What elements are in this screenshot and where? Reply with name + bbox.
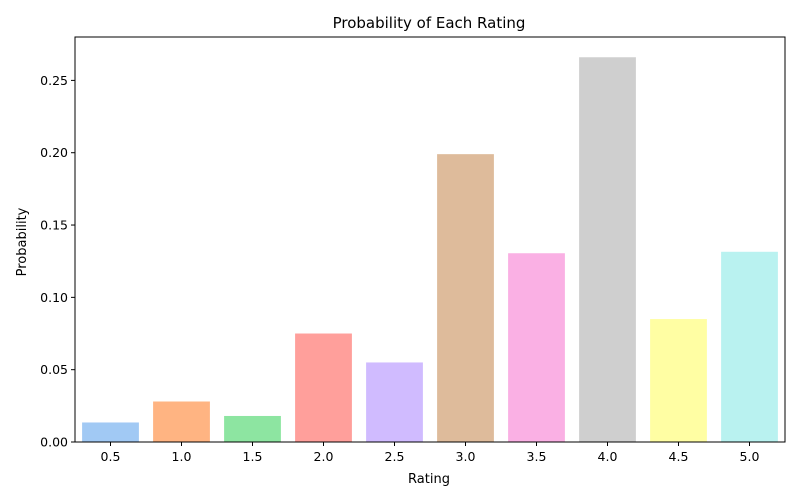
bar-4.5 xyxy=(650,319,707,442)
x-tick-label: 2.5 xyxy=(385,449,405,464)
bar-4.0 xyxy=(579,57,636,442)
bar-1.5 xyxy=(224,415,281,442)
bar-1.0 xyxy=(153,401,210,442)
bar-3.0 xyxy=(437,154,494,443)
x-tick-label: 4.5 xyxy=(669,449,689,464)
y-axis-ticks: 0.00 0.05 0.10 0.15 0.20 0.25 xyxy=(40,73,75,450)
y-tick-label: 0.15 xyxy=(40,218,68,233)
x-tick-label: 1.5 xyxy=(243,449,263,464)
y-tick-label: 0.05 xyxy=(40,362,68,377)
x-tick-label: 4.0 xyxy=(598,449,618,464)
x-tick-label: 1.0 xyxy=(172,449,192,464)
y-tick-label: 0.10 xyxy=(40,290,68,305)
chart-title: Probability of Each Rating xyxy=(333,14,526,32)
x-axis-label: Rating xyxy=(408,472,450,487)
bar-3.5 xyxy=(508,253,565,442)
bars-group xyxy=(82,57,778,443)
bar-2.5 xyxy=(366,362,423,442)
bar-0.5 xyxy=(82,422,139,442)
bar-2.0 xyxy=(295,333,352,442)
x-axis-ticks: 0.5 1.0 1.5 2.0 2.5 3.0 3.5 4.0 4.5 5.0 xyxy=(101,442,760,464)
y-axis-label: Probability xyxy=(15,207,30,276)
y-tick-label: 0.00 xyxy=(40,435,68,450)
x-tick-label: 3.0 xyxy=(456,449,476,464)
x-tick-label: 2.0 xyxy=(314,449,334,464)
x-tick-label: 5.0 xyxy=(740,449,760,464)
bar-5.0 xyxy=(721,251,778,442)
x-tick-label: 3.5 xyxy=(527,449,547,464)
y-tick-label: 0.25 xyxy=(40,73,68,88)
plot-frame xyxy=(74,36,786,443)
x-tick-label: 0.5 xyxy=(101,449,121,464)
y-tick-label: 0.20 xyxy=(40,145,68,160)
